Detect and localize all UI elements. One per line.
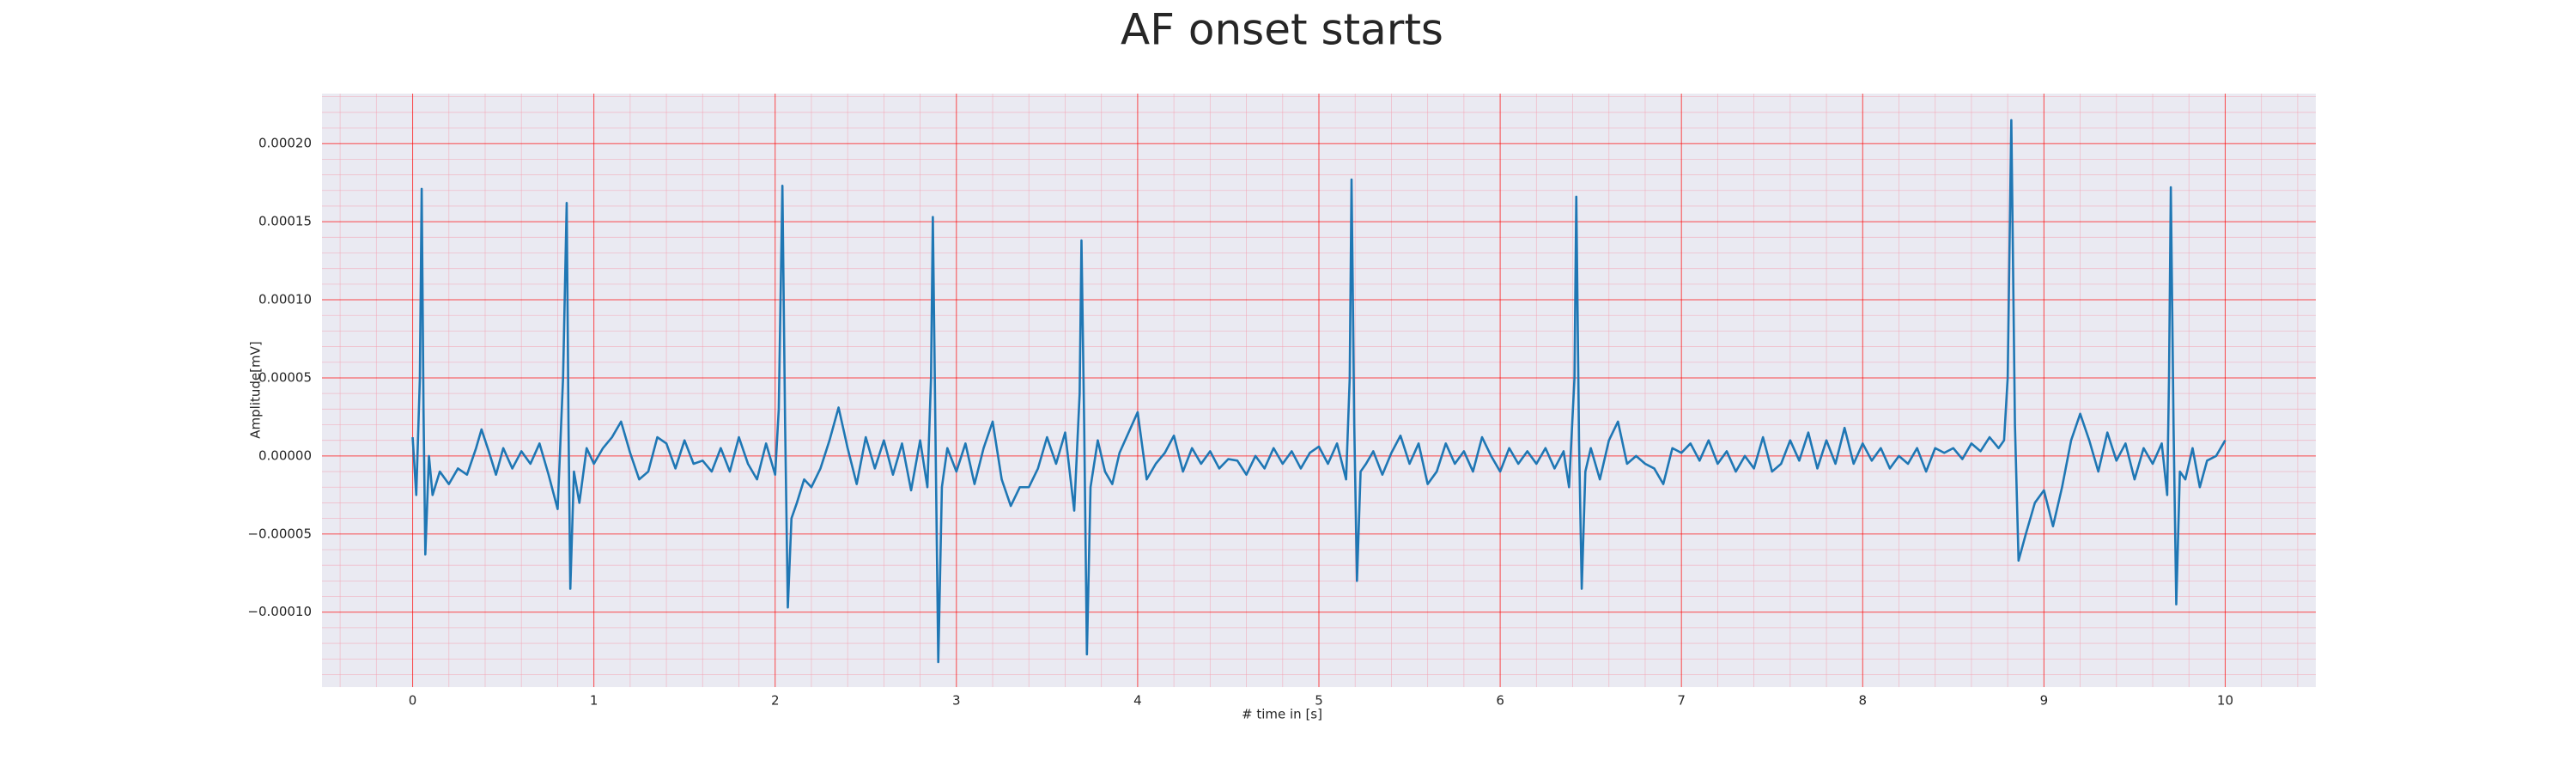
y-tick-label: 0.00010	[258, 292, 312, 307]
y-tick-label: 0.00020	[258, 136, 312, 151]
x-axis-label: # time in [s]	[1242, 707, 1322, 722]
y-tick-label: −0.00010	[247, 604, 312, 619]
y-tick-label: 0.00005	[258, 369, 312, 385]
x-tick-label: 3	[952, 693, 961, 709]
x-tick-label: 9	[2040, 693, 2049, 709]
x-tick-label: 5	[1315, 693, 1323, 709]
x-tick-label: 4	[1133, 693, 1142, 709]
x-tick-label: 7	[1677, 693, 1686, 709]
y-tick-label: −0.00005	[247, 526, 312, 541]
y-tick-label: 0.00000	[258, 447, 312, 463]
y-tick-label: 0.00015	[258, 214, 312, 229]
x-tick-label: 10	[2217, 693, 2233, 709]
x-tick-label: 2	[771, 693, 780, 709]
x-tick-label: 1	[590, 693, 598, 709]
y-axis-label: Amplitude[mV]	[248, 341, 264, 438]
x-tick-label: 6	[1496, 693, 1504, 709]
x-tick-label: 8	[1858, 693, 1867, 709]
chart-title: AF onset starts	[1121, 5, 1443, 55]
x-tick-label: 0	[409, 693, 417, 709]
signal-line	[411, 119, 2227, 664]
